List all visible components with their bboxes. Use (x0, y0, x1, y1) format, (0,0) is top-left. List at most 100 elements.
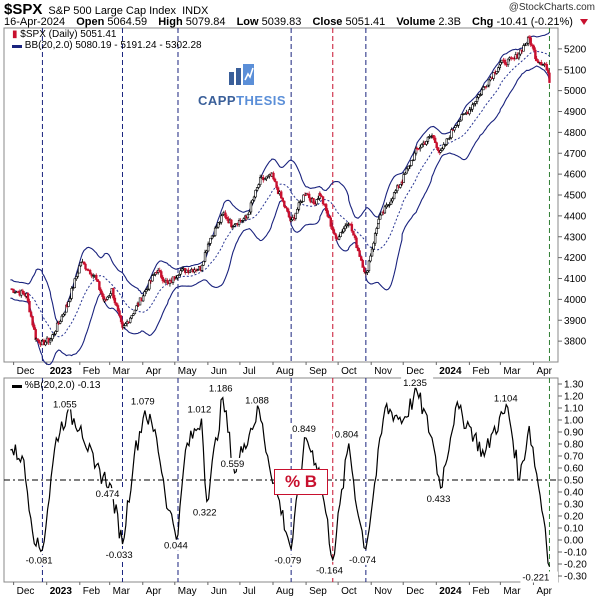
candle-body (109, 293, 112, 297)
candle-body (529, 37, 532, 46)
candle-body (497, 67, 500, 72)
candle-body (426, 136, 430, 142)
candle-body (258, 177, 262, 185)
annotation-label: 1.012 (187, 405, 211, 416)
ind-x-tick-label: Feb (472, 586, 490, 597)
candle-body (321, 196, 325, 205)
price-x-tick-label: Mar (503, 366, 521, 377)
candle-body (215, 226, 218, 229)
index-name: S&P 500 Large Cap Index (48, 5, 177, 17)
bb-lower-line (10, 65, 551, 366)
price-y-tick-label: 3900 (564, 316, 587, 327)
candle-body (383, 206, 387, 214)
candle-body (350, 224, 354, 232)
candle-body (297, 202, 301, 210)
candle-body (519, 49, 522, 55)
candle-body (531, 44, 534, 47)
candle-body (116, 305, 120, 312)
brand-logo: CAPPTHESIS (196, 62, 288, 108)
candle-body (331, 226, 334, 230)
bb-legend: ▬ BB(20,2.0) 5080.19 - 5191.24 - 5302.28 (12, 40, 202, 51)
candle-body (242, 218, 245, 221)
price-x-tick-label: Dec (406, 366, 424, 377)
candle-body (276, 187, 280, 194)
candle-body (535, 58, 538, 62)
candle-body (95, 274, 98, 280)
candle-body (389, 200, 393, 205)
candle-body (447, 138, 450, 140)
candle-body (372, 242, 375, 250)
price-x-tick-label: May (178, 366, 197, 377)
candle-body (85, 268, 89, 271)
annotation-bg (185, 403, 218, 415)
annotation-label: 1.088 (245, 395, 269, 406)
candle-body (337, 236, 341, 240)
candle-body (273, 178, 277, 182)
candle-body (380, 211, 383, 216)
candle-body (84, 263, 87, 270)
annotation-label: 0.559 (221, 459, 245, 470)
candle-body (220, 215, 223, 223)
candle-body (547, 69, 550, 74)
ind-legend: ▬ %B(20,2.0) -0.13 (12, 380, 100, 391)
price-x-tick-label: Sep (309, 366, 327, 377)
ind-y-tick-label: -0.10 (564, 548, 587, 559)
candle-body (534, 49, 537, 60)
annotation-bg (243, 394, 276, 406)
candle-body (67, 301, 70, 307)
candle-body (413, 152, 416, 161)
candle-body (79, 262, 83, 267)
ind-x-tick-label: Mar (113, 586, 131, 597)
candle-body (132, 313, 135, 316)
bb-upper-line (10, 31, 550, 325)
candle-body (503, 59, 507, 65)
candle-body (44, 341, 47, 346)
price-y-tick-label: 3800 (564, 337, 587, 348)
volume-label: Volume (396, 16, 436, 28)
annotation-bg (206, 382, 239, 394)
price-x-tick-label: Aug (276, 366, 294, 377)
candle-legend-icon: ▮ (12, 29, 18, 40)
annotation-label: 0.474 (96, 489, 120, 500)
candle-body (209, 237, 212, 244)
candle-body (265, 176, 268, 180)
candle-body (307, 193, 311, 199)
candle-body (375, 228, 378, 234)
price-y-tick-label: 5200 (564, 44, 587, 55)
annotation-label: 1.104 (494, 394, 518, 405)
candle-body (302, 194, 305, 202)
candle-body (373, 233, 377, 244)
ind-y-tick-label: 1.10 (564, 404, 584, 415)
ind-y-tick-label: -0.20 (564, 560, 587, 571)
annotation-bg (103, 548, 142, 560)
candle-body (363, 267, 366, 272)
ind-x-tick-label: 2023 (50, 586, 73, 597)
open-value: 5064.59 (107, 16, 148, 28)
candle-body (486, 84, 489, 88)
candle-body (68, 298, 72, 302)
candle-body (188, 270, 192, 273)
candle-body (12, 288, 15, 293)
ind-y-tick-label: 1.00 (564, 416, 584, 427)
candle-body (527, 36, 531, 39)
candle-body (49, 338, 53, 341)
annotation-bg (93, 488, 126, 500)
candle-body (460, 114, 463, 121)
annotation-bg (272, 554, 310, 566)
candle-body (361, 260, 364, 268)
candle-body (112, 288, 115, 299)
annotation-bg (491, 392, 524, 404)
candle-body (158, 269, 161, 272)
candle-body (98, 281, 101, 290)
price-y-tick-label: 4700 (564, 149, 587, 160)
candle-body (176, 275, 179, 279)
candle-body (408, 165, 412, 167)
candle-body (280, 191, 283, 199)
candle-body (457, 121, 460, 126)
candle-body (104, 299, 108, 301)
candle-body (472, 103, 476, 106)
candle-body (379, 214, 382, 220)
candle-body (207, 243, 211, 245)
candle-body (76, 272, 80, 277)
brand-chart-icon (229, 64, 254, 85)
